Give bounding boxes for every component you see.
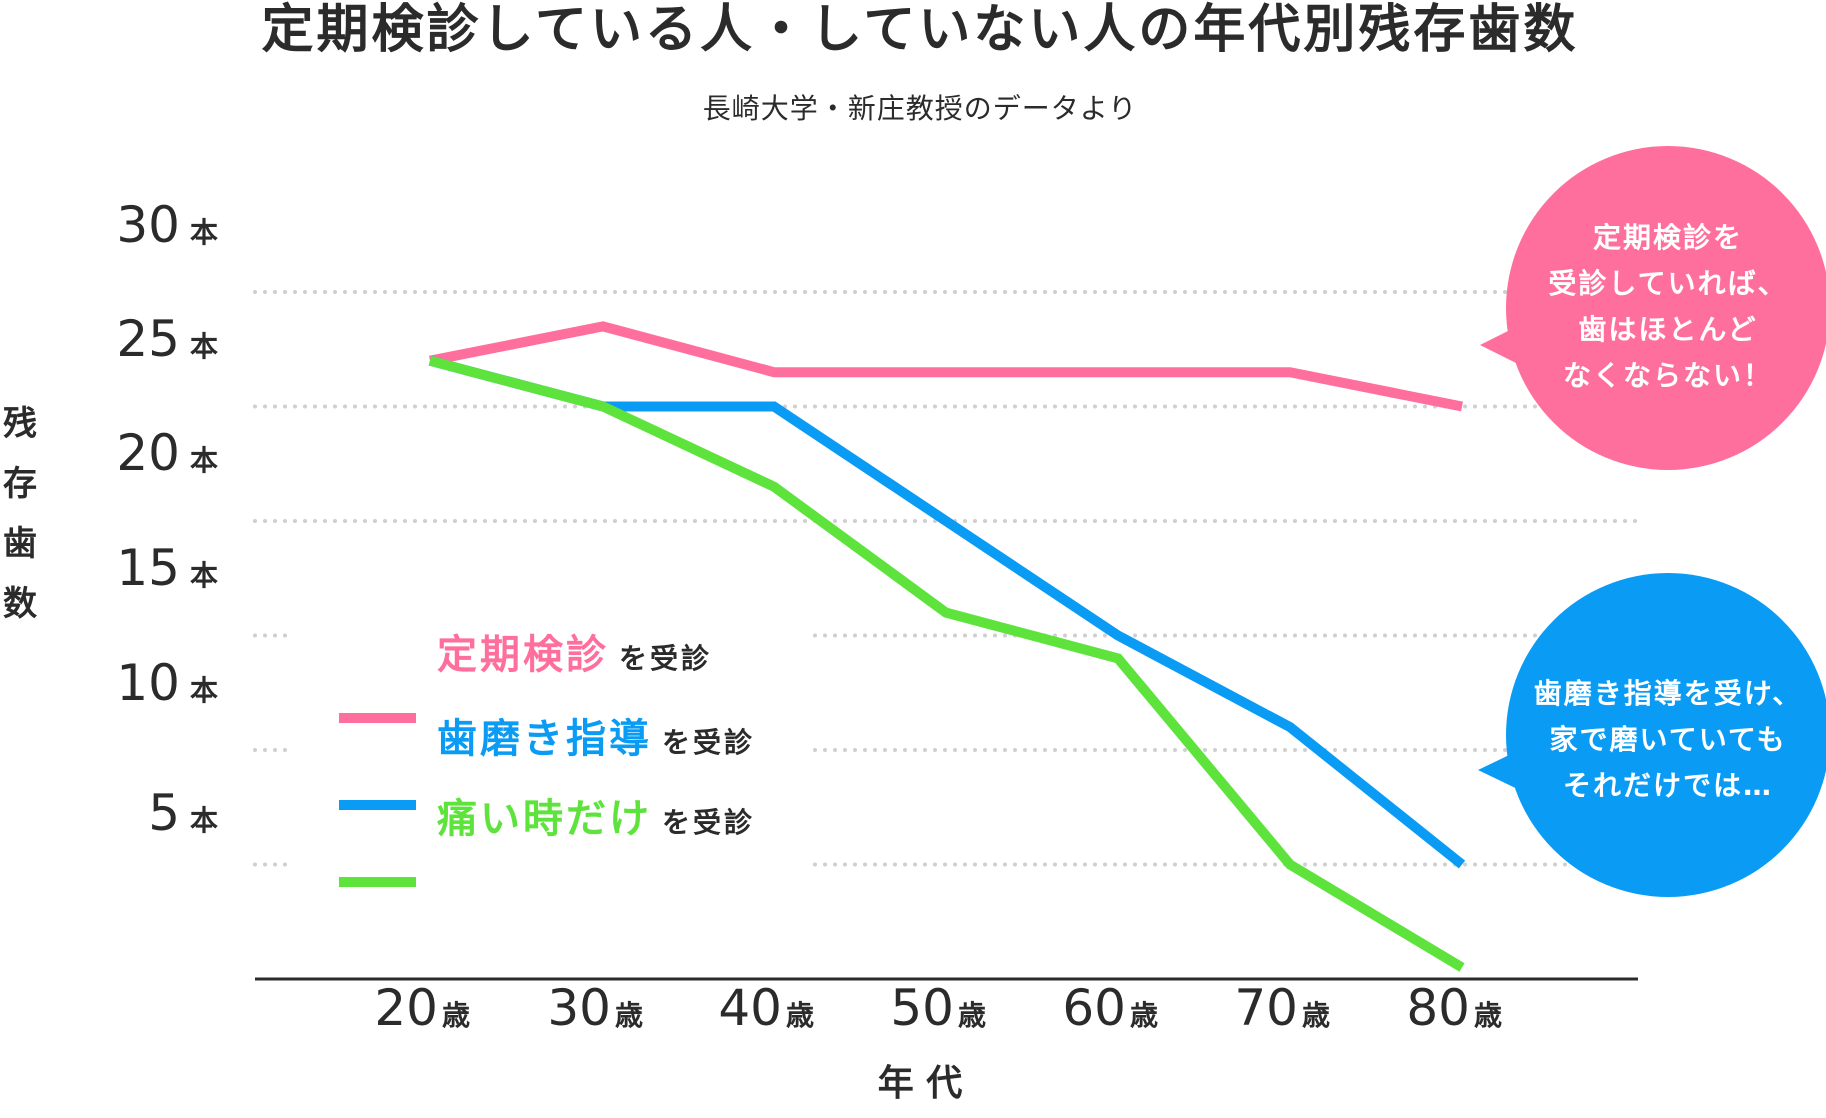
y-axis-label-char: 歯	[3, 524, 37, 564]
legend-label-main: 定期検診	[437, 632, 609, 678]
annotation-bubble-2: 歯磨き指導を受け、家で磨いていてもそれだけでは…	[1478, 573, 1826, 897]
x-tick-label-60: 60	[1062, 979, 1126, 1037]
y-tick-unit: 本	[190, 674, 218, 707]
legend-label-main: 痛い時だけ	[437, 796, 652, 842]
legend-background	[290, 620, 810, 910]
series-line-1	[429, 321, 1463, 412]
y-tick-unit: 本	[190, 444, 218, 477]
legend-label-suffix: を受診	[662, 726, 755, 759]
x-tick-label-40: 40	[718, 979, 782, 1037]
y-tick-label-30: 30	[116, 196, 180, 254]
y-tick-unit: 本	[190, 804, 218, 837]
bubble-text-line: 歯磨き指導を受け、	[1534, 677, 1803, 710]
bubble-text-line: 受診していれば、	[1548, 267, 1787, 300]
legend-label-3: 痛い時だけ を受診	[437, 796, 755, 842]
bubble-text-line: 定期検診を	[1593, 221, 1743, 254]
x-tick-label-80: 80	[1406, 979, 1470, 1037]
legend-label-1: 定期検診 を受診	[437, 632, 712, 678]
x-tick-unit: 歳	[786, 999, 814, 1032]
y-axis-label-char: 数	[3, 584, 37, 624]
x-tick-unit: 歳	[615, 999, 643, 1032]
y-tick-label-20: 20	[116, 424, 180, 482]
y-tick-unit: 本	[190, 216, 218, 249]
y-tick-unit: 本	[190, 330, 218, 363]
series-layer	[428, 321, 1466, 972]
x-tick-unit: 歳	[1130, 999, 1158, 1032]
legend-label-suffix: を受診	[619, 642, 712, 675]
bubble-body	[1506, 146, 1826, 470]
y-tick-unit: 本	[190, 559, 218, 592]
bubble-text-line: それだけでは…	[1563, 769, 1773, 802]
x-tick-unit: 歳	[1302, 999, 1330, 1032]
x-tick-label-30: 30	[547, 979, 611, 1037]
legend-label-main: 歯磨き指導	[437, 716, 652, 762]
chart-title: 定期検診している人・していない人の年代別残存歯数	[262, 0, 1579, 60]
x-tick-label-20: 20	[374, 979, 438, 1037]
x-tick-label-70: 70	[1234, 979, 1298, 1037]
x-tick-unit: 歳	[1474, 999, 1502, 1032]
x-tick-unit: 歳	[442, 999, 470, 1032]
bubble-text-line: 家で磨いていても	[1550, 723, 1787, 756]
bubble-text-line: なくならない！	[1563, 359, 1773, 392]
y-tick-label-15: 15	[116, 539, 180, 597]
series-line-3	[428, 355, 1465, 972]
x-axis-label: 年 代	[878, 1063, 963, 1104]
bubble-body	[1506, 573, 1826, 897]
legend-label-2: 歯磨き指導 を受診	[437, 716, 755, 762]
bubble-text-line: 歯はほとんど	[1578, 313, 1757, 346]
y-tick-label-10: 10	[116, 654, 180, 712]
x-tick-label-50: 50	[890, 979, 954, 1037]
y-axis-label-char: 残	[3, 404, 37, 444]
legend-label-suffix: を受診	[662, 806, 755, 839]
y-axis-label-char: 存	[3, 464, 37, 504]
y-tick-label-25: 25	[116, 310, 180, 368]
x-tick-unit: 歳	[958, 999, 986, 1032]
chart-subtitle: 長崎大学・新庄教授のデータより	[703, 92, 1137, 125]
y-tick-label-5: 5	[148, 784, 180, 842]
